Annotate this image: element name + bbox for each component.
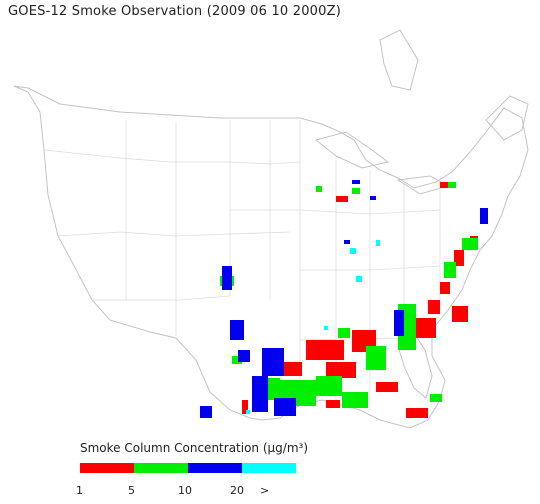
legend-title: Smoke Column Concentration (μg/m³) xyxy=(80,441,308,455)
legend-tick-1: 1 xyxy=(76,484,83,497)
nova-scotia xyxy=(485,95,529,141)
legend-segment-blue xyxy=(188,463,242,473)
us-outline xyxy=(13,85,529,429)
legend-tick-10: 10 xyxy=(178,484,192,497)
smoke-plume-red xyxy=(242,182,478,418)
legend-segment-red xyxy=(80,463,134,473)
legend-segment-cyan xyxy=(242,463,296,473)
legend-tick-20: 20 xyxy=(230,484,244,497)
smoke-plume-cyan xyxy=(246,240,380,414)
smoke-plumes xyxy=(200,180,488,418)
smoke-plume-blue xyxy=(200,180,488,418)
great-lakes-1 xyxy=(314,131,390,169)
legend-tick-5: 5 xyxy=(128,484,135,497)
legend-tick-greater: > xyxy=(260,484,270,497)
map-title: GOES-12 Smoke Observation (2009 06 10 20… xyxy=(8,4,341,19)
canada-top xyxy=(379,29,419,91)
legend-segment-green xyxy=(134,463,188,473)
legend-color-bar xyxy=(80,463,296,473)
